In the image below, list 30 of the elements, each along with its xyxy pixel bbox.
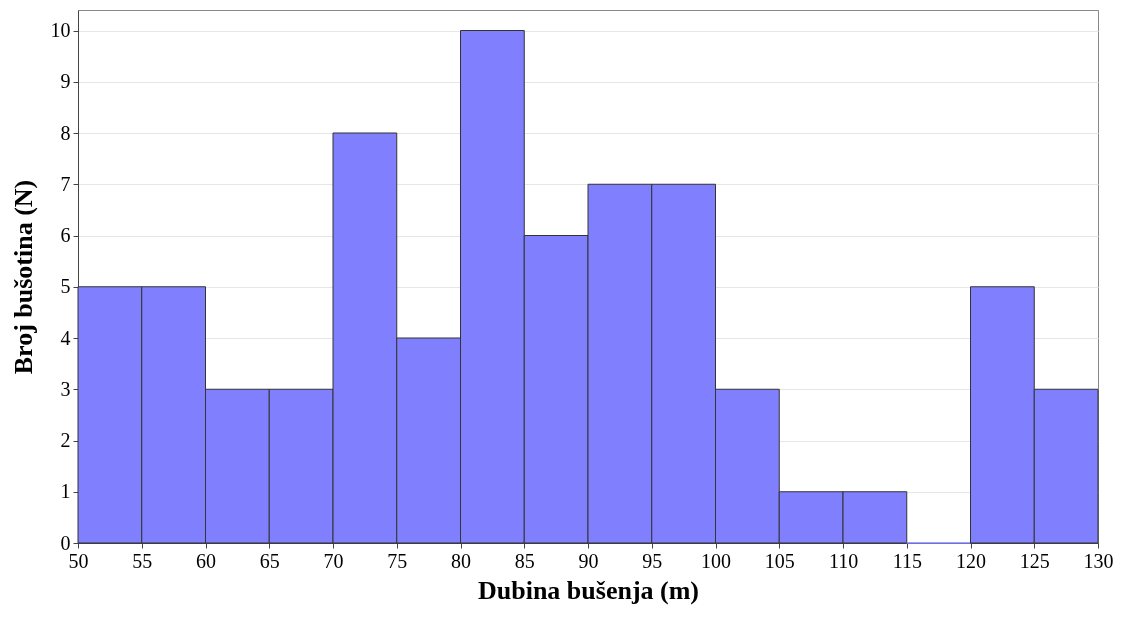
x-tick-label: 75	[387, 549, 408, 572]
y-tick-label: 6	[60, 224, 71, 246]
y-tick-label: 8	[60, 121, 71, 144]
y-tick-label: 7	[60, 172, 71, 195]
y-tick-label: 10	[50, 19, 71, 41]
y-tick-label: 9	[60, 70, 71, 93]
x-tick-label: 85	[514, 549, 535, 572]
x-tick-label: 95	[642, 549, 663, 572]
x-tick-label: 80	[451, 549, 471, 572]
x-tick-label: 125	[1019, 549, 1050, 572]
x-tick-label: 105	[764, 549, 795, 572]
y-tick-label: 5	[60, 275, 71, 298]
x-axis-title: Dubina bušenja (m)	[477, 575, 700, 605]
y-tick-label: 0	[60, 531, 71, 554]
x-tick-label: 110	[828, 549, 859, 572]
x-tick-label: 90	[578, 549, 599, 572]
y-tick-label: 3	[60, 377, 71, 400]
y-tick-label: 2	[60, 429, 71, 451]
x-tick-label: 60	[196, 549, 216, 572]
x-tick-label: 120	[956, 549, 986, 572]
y-tick-label: 1	[60, 480, 71, 503]
y-tick-label: 4	[60, 326, 71, 349]
x-tick-label: 55	[132, 549, 153, 572]
y-axis-title: Broj bušotina (N)	[8, 179, 38, 375]
x-tick-label: 70	[323, 549, 344, 572]
x-tick-label: 50	[68, 549, 89, 572]
x-tick-label: 100	[701, 549, 731, 572]
x-tick-label: 130	[1083, 549, 1114, 572]
x-tick-label: 65	[259, 549, 280, 572]
x-tick-label: 115	[892, 549, 922, 572]
